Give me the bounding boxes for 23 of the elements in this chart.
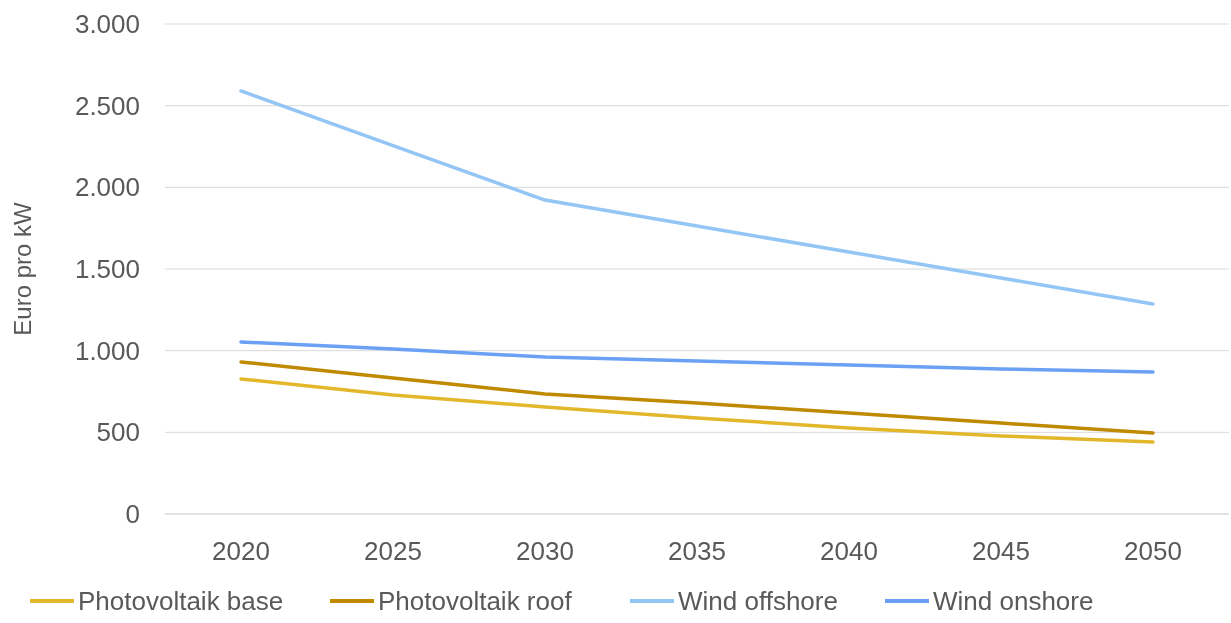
- y-tick-label: 1.000: [74, 335, 140, 366]
- x-tick-label: 2025: [364, 536, 422, 566]
- x-tick-label: 2045: [972, 536, 1030, 566]
- y-tick-label: 2.500: [74, 90, 140, 121]
- legend-label: Wind onshore: [933, 586, 1094, 616]
- x-tick-label: 2050: [1124, 536, 1182, 566]
- x-tick-label: 2040: [820, 536, 878, 566]
- line-series: [239, 377, 1155, 444]
- line-series: [239, 360, 1155, 435]
- x-tick-label: 2030: [516, 536, 574, 566]
- line-series: [239, 89, 1155, 306]
- y-axis-title: Euro pro kW: [9, 201, 36, 336]
- y-tick-label: 500: [96, 417, 140, 448]
- x-tick-label: 2020: [212, 536, 270, 566]
- y-tick-label: 1.500: [74, 254, 140, 285]
- legend-label: Photovoltaik roof: [378, 586, 573, 616]
- line-series: [239, 340, 1155, 374]
- legend-label: Wind offshore: [678, 586, 838, 616]
- x-tick-label: 2035: [668, 536, 726, 566]
- y-tick-label: 0: [125, 499, 140, 530]
- y-tick-label: 2.000: [74, 172, 140, 203]
- y-tick-label: 3.000: [74, 9, 140, 40]
- legend-label: Photovoltaik base: [78, 586, 284, 616]
